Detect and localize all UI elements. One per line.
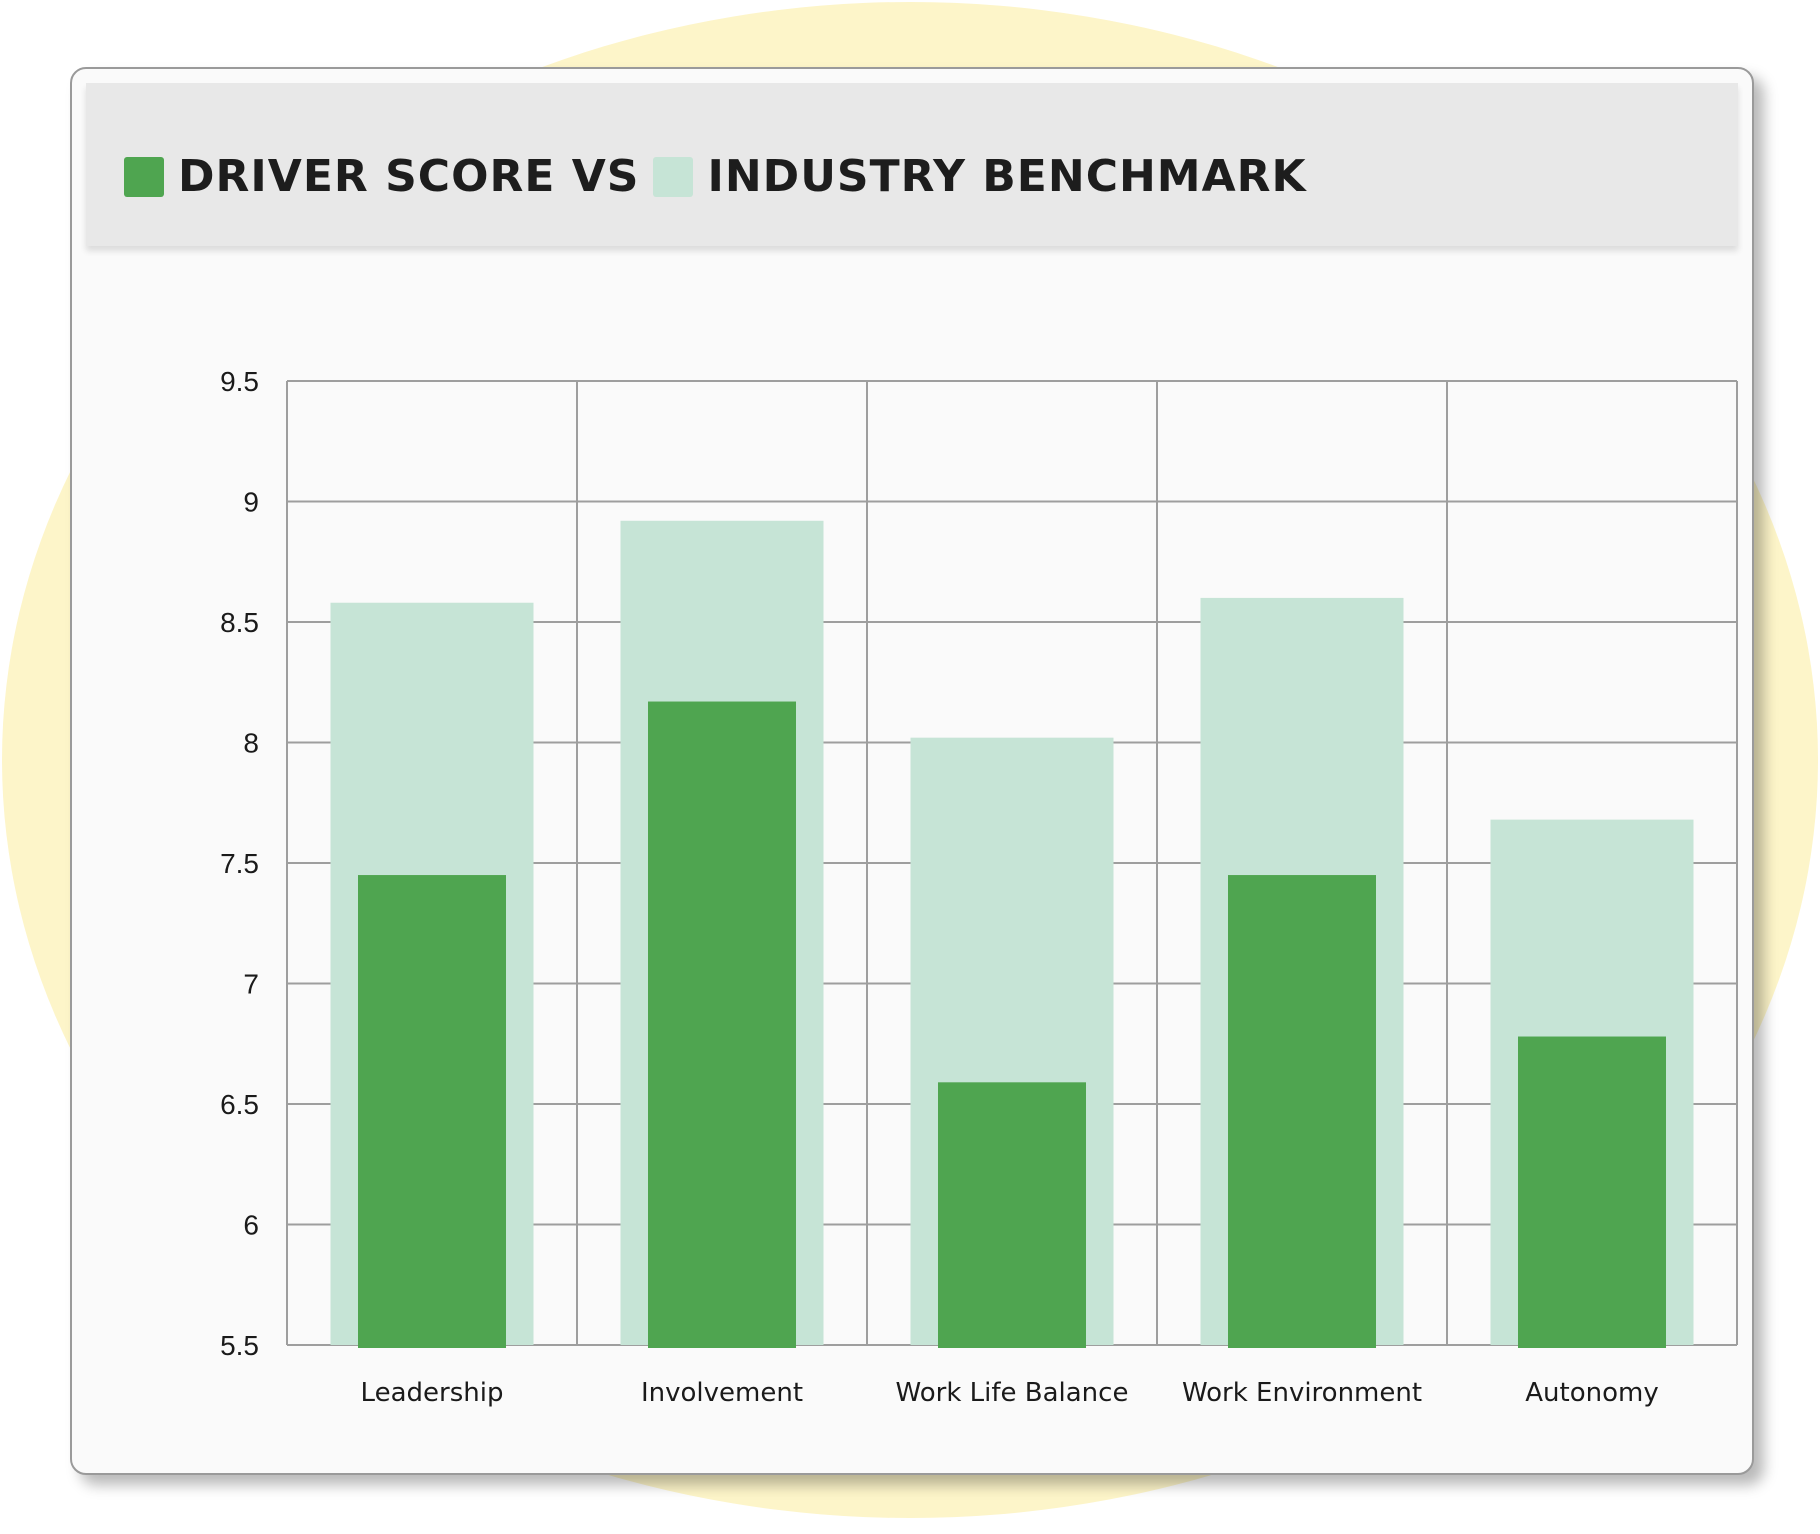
- x-category-label: Involvement: [641, 1378, 803, 1408]
- legend: DRIVER SCORE VS INDUSTRY BENCHMARK: [124, 151, 1321, 202]
- legend-label-driver-score: DRIVER SCORE VS: [178, 151, 640, 202]
- y-tick-label: 8.5: [220, 607, 259, 638]
- bar-driver-score: [1518, 1036, 1666, 1348]
- y-tick-label: 9.5: [220, 366, 259, 397]
- bar-chart: 5.5 6 6.5 7 7.5 8 8.5 9 9.5 Leadership Involvement…: [220, 366, 1738, 1408]
- y-tick-label: 6: [243, 1210, 259, 1241]
- bar-driver-score: [1228, 875, 1376, 1348]
- y-tick-label: 6.5: [220, 1089, 259, 1120]
- bar-driver-score: [358, 875, 506, 1348]
- bar-driver-score: [938, 1082, 1086, 1348]
- chart-card: DRIVER SCORE VS INDUSTRY BENCHMARK 5.5 6 6…: [70, 67, 1754, 1475]
- legend-swatch-industry-benchmark: [653, 156, 694, 197]
- x-category-label: Work Life Balance: [896, 1378, 1129, 1408]
- legend-label-industry-benchmark: INDUSTRY BENCHMARK: [707, 151, 1307, 202]
- y-tick-label: 7.5: [220, 848, 259, 879]
- card-header: DRIVER SCORE VS INDUSTRY BENCHMARK: [86, 83, 1738, 246]
- x-category-label: Autonomy: [1525, 1378, 1658, 1408]
- bar-driver-score: [648, 701, 796, 1348]
- x-category-label: Work Environment: [1182, 1378, 1422, 1408]
- y-tick-label: 8: [243, 728, 259, 759]
- y-tick-label: 9: [243, 487, 259, 518]
- y-tick-label: 5.5: [220, 1330, 259, 1361]
- x-category-label: Leadership: [361, 1378, 504, 1408]
- y-tick-label: 7: [243, 969, 259, 1000]
- legend-swatch-driver-score: [124, 156, 164, 197]
